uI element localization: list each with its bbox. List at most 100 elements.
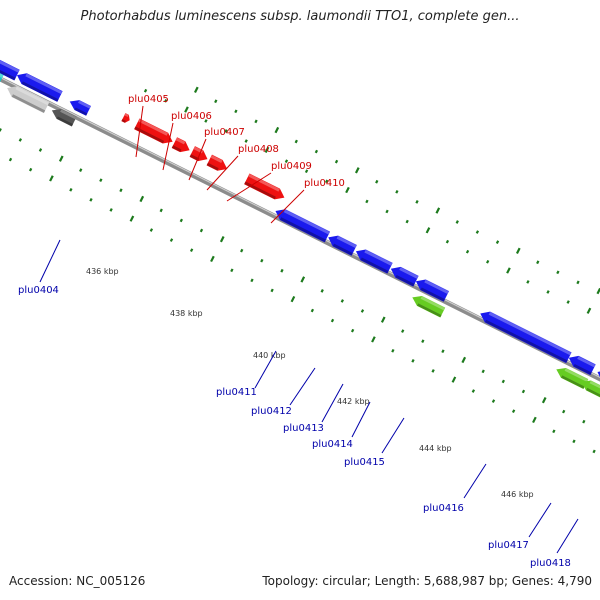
gene-label-plu0406[interactable]: plu0406 xyxy=(171,111,212,122)
gene-plu0404[interactable] xyxy=(51,109,77,127)
gene-label-plu0410[interactable]: plu0410 xyxy=(304,178,345,189)
gene-plu0414-shadow xyxy=(395,274,415,287)
gene-plu0417[interactable] xyxy=(568,355,596,376)
leader-line-plu0410 xyxy=(270,189,305,224)
track-dot xyxy=(526,280,530,284)
track-dot xyxy=(391,348,395,353)
gene-label-plu0405[interactable]: plu0405 xyxy=(128,94,169,105)
tick-label: 444 kbp xyxy=(419,444,452,453)
track-dot xyxy=(401,329,405,333)
track-dot xyxy=(199,228,204,233)
track-dot xyxy=(280,268,284,273)
track-dot xyxy=(184,106,189,113)
track-dot xyxy=(214,99,218,104)
gene-label-plu0413[interactable]: plu0413 xyxy=(283,423,324,434)
gene-left-grey-shadow xyxy=(11,94,46,113)
leader-line-plu0407 xyxy=(188,138,207,181)
gene-plu0406[interactable] xyxy=(134,118,173,144)
gene-plu0404-upper[interactable] xyxy=(69,100,92,116)
gene-plu0414-highlight xyxy=(399,267,419,279)
track-dot xyxy=(264,146,270,153)
gene-plu0411-body xyxy=(275,209,331,243)
gene-left-blue-b[interactable] xyxy=(16,73,63,102)
track-dot xyxy=(415,200,419,204)
leader-line-plu0404 xyxy=(39,239,61,283)
track-dot xyxy=(164,98,168,103)
gene-plu0418-green[interactable] xyxy=(581,380,600,403)
track-dot xyxy=(109,208,113,212)
gene-left-grey[interactable] xyxy=(7,86,50,114)
gene-plu0414-green-highlight xyxy=(420,296,446,311)
track-dot xyxy=(532,416,537,424)
track-dot xyxy=(441,349,445,354)
gene-plu0414-green[interactable] xyxy=(412,295,446,318)
gene-plu0404-highlight xyxy=(60,109,77,120)
gene-label-plu0412[interactable]: plu0412 xyxy=(251,406,292,417)
gene-plu0411[interactable] xyxy=(275,209,331,243)
track-dot xyxy=(300,276,306,283)
track-dot xyxy=(491,399,496,403)
gene-label-plu0414[interactable]: plu0414 xyxy=(312,439,353,450)
gene-plu0417-green[interactable] xyxy=(556,367,589,390)
leader-line-plu0412 xyxy=(289,367,316,406)
gene-plu0409[interactable] xyxy=(206,154,228,171)
gene-plu0417-shadow xyxy=(573,363,592,375)
gene-label-plu0415[interactable]: plu0415 xyxy=(344,457,385,468)
track-dot xyxy=(425,227,431,234)
leader-line-plu0409 xyxy=(226,172,272,202)
genome-summary-text: Topology: circular; Length: 5,688,987 bp… xyxy=(262,574,592,588)
gene-left-blue-a[interactable] xyxy=(0,54,20,81)
gene-plu0411-shadow xyxy=(280,217,327,243)
gene-plu0414-green-body xyxy=(412,295,446,318)
track-dot xyxy=(572,439,576,444)
gene-plu0412[interactable] xyxy=(328,235,357,256)
track-dot xyxy=(536,260,540,265)
gene-label-plu0416[interactable]: plu0416 xyxy=(423,503,464,514)
track-dot xyxy=(314,149,319,154)
gene-left-blue-a-highlight xyxy=(0,60,20,73)
dot-tracks xyxy=(0,86,600,454)
gene-label-plu0408[interactable]: plu0408 xyxy=(238,144,279,155)
gene-label-plu0409[interactable]: plu0409 xyxy=(271,161,312,172)
gene-label-plu0411[interactable]: plu0411 xyxy=(216,387,257,398)
track-dot xyxy=(431,369,435,373)
track-dot xyxy=(28,167,33,172)
gene-plu0415[interactable] xyxy=(415,279,449,302)
track-dot xyxy=(224,129,228,133)
gene-label-plu0404[interactable]: plu0404 xyxy=(18,285,59,296)
gene-plu0409-shadow xyxy=(206,162,219,171)
gene-plu0416-shadow xyxy=(484,319,568,363)
track-dot xyxy=(310,308,315,313)
gene-label-plu0418[interactable]: plu0418 xyxy=(530,558,571,569)
gene-plu0417-highlight xyxy=(577,356,596,368)
leader-line-plu0408 xyxy=(206,155,239,191)
gene-plu0405[interactable] xyxy=(121,113,130,123)
gene-label-plu0407[interactable]: plu0407 xyxy=(204,127,245,138)
gene-plu0414[interactable] xyxy=(390,266,419,287)
track-dot xyxy=(556,270,560,275)
track-dot xyxy=(481,369,485,374)
track-dot xyxy=(169,238,174,242)
gene-plu0410[interactable] xyxy=(244,173,285,200)
gene-left-blue-a-shadow xyxy=(0,69,16,81)
gene-plu0408[interactable] xyxy=(189,146,208,162)
gene-plu0405-shadow xyxy=(121,119,126,123)
track-dot xyxy=(576,280,580,285)
gene-plu0416[interactable] xyxy=(480,311,572,364)
gene-plu0413[interactable] xyxy=(355,249,393,274)
track-dot xyxy=(340,299,344,303)
gene-plu0415-highlight xyxy=(424,279,449,295)
track-dot xyxy=(99,178,103,183)
track-dot xyxy=(230,268,234,273)
gene-plu0418-green-shadow xyxy=(586,387,600,398)
gene-plu0411-highlight xyxy=(283,209,330,235)
gene-plu0418[interactable] xyxy=(597,370,600,393)
gene-plu0407[interactable] xyxy=(171,137,190,153)
gene-label-plu0417[interactable]: plu0417 xyxy=(488,540,529,551)
gene-plu0412-body xyxy=(328,235,357,256)
track-dot xyxy=(495,240,500,244)
track-dot xyxy=(18,138,23,142)
gene-plu0417-green-shadow xyxy=(561,375,585,389)
gene-left-cyan[interactable] xyxy=(0,65,4,86)
